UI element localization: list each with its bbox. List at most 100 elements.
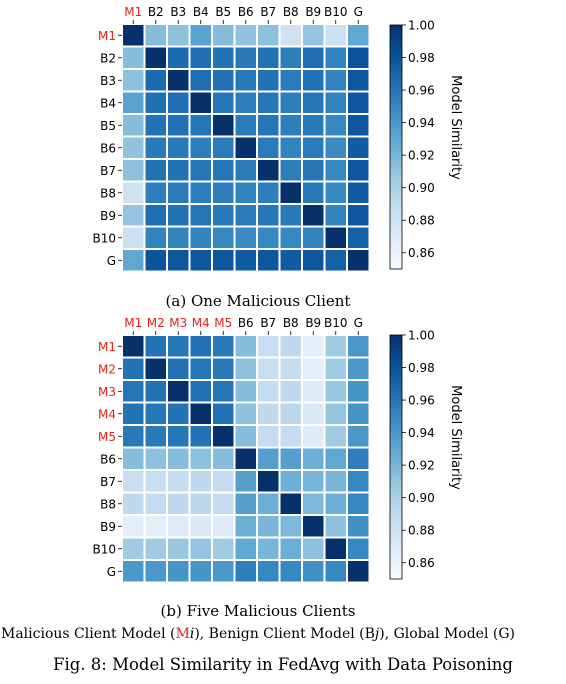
heatmap-cell-a-5-8	[301, 135, 326, 160]
colorbar-tick-label-a-1: 0.88	[408, 214, 435, 228]
heatmap-cell-b-8-2	[166, 514, 191, 539]
heatmap-cell-b-2-7	[278, 379, 303, 404]
heatmap-cell-b-0-4	[211, 334, 236, 359]
heatmap-cell-b-2-8	[301, 379, 326, 404]
heatmap-cell-a-2-1	[143, 68, 168, 93]
caption-panel-a: (a) One Malicious Client	[166, 292, 351, 310]
heatmap-cell-a-2-9	[323, 68, 348, 93]
row-label-a-8: B9	[100, 209, 116, 223]
heatmap-cell-b-2-9	[323, 379, 348, 404]
heatmap-cell-b-7-3	[188, 491, 213, 516]
heatmap-cell-b-4-5	[233, 424, 258, 449]
heatmap-cell-a-5-9	[323, 135, 348, 160]
colorbar-tick-label-b-0: 0.86	[408, 556, 435, 570]
heatmap-cell-b-2-2	[166, 379, 191, 404]
heatmap-cell-a-1-10	[346, 45, 371, 70]
col-label-b-9: B10	[324, 316, 348, 330]
heatmap-cell-a-6-6	[256, 158, 281, 183]
heatmap-cell-b-0-10	[346, 334, 371, 359]
heatmap-cell-a-0-9	[323, 23, 348, 48]
legend-part2: ), Benign Client Model (B	[194, 626, 375, 642]
legend-mal-index: i	[190, 626, 194, 642]
heatmap-cell-a-3-3	[188, 90, 213, 115]
row-label-a-4: B5	[100, 119, 116, 133]
heatmap-cell-a-4-2	[166, 113, 191, 138]
heatmap-cell-b-2-3	[188, 379, 213, 404]
heatmap-cell-a-4-1	[143, 113, 168, 138]
row-label-b-4: M5	[98, 430, 116, 444]
col-label-a-7: B8	[283, 5, 299, 19]
heatmap-cell-a-8-4	[211, 203, 236, 228]
heatmap-cell-a-10-3	[188, 248, 213, 273]
row-label-b-3: M4	[98, 407, 116, 421]
heatmap-cell-b-5-1	[143, 446, 168, 471]
heatmap-cell-a-7-1	[143, 180, 168, 205]
heatmap-cell-a-6-0	[121, 158, 146, 183]
heatmap-cell-b-6-2	[166, 469, 191, 494]
row-label-a-7: B8	[100, 186, 116, 200]
heatmap-cell-b-2-10	[346, 379, 371, 404]
heatmap-cell-b-8-7	[278, 514, 303, 539]
heatmap-cell-a-2-10	[346, 68, 371, 93]
heatmap-cell-b-7-1	[143, 491, 168, 516]
heatmap-cell-a-4-4	[211, 113, 236, 138]
heatmap-cell-b-3-5	[233, 401, 258, 426]
heatmap-cell-a-6-2	[166, 158, 191, 183]
heatmap-cell-a-6-8	[301, 158, 326, 183]
legend-ben-index: j	[372, 626, 380, 642]
heatmap-cell-a-10-0	[121, 248, 146, 273]
heatmap-cell-b-3-6	[256, 401, 281, 426]
heatmap-cell-a-1-5	[233, 45, 258, 70]
col-label-b-1: M2	[147, 316, 165, 330]
heatmap-cell-a-9-3	[188, 225, 213, 250]
heatmap-cell-a-8-9	[323, 203, 348, 228]
heatmap-cell-a-4-8	[301, 113, 326, 138]
col-label-a-5: B6	[238, 5, 254, 19]
heatmap-cell-a-8-1	[143, 203, 168, 228]
colorbar-tick-label-b-3: 0.92	[408, 459, 435, 473]
heatmap-cell-b-5-2	[166, 446, 191, 471]
heatmap-cell-b-3-3	[188, 401, 213, 426]
col-label-b-2: M3	[169, 316, 187, 330]
heatmap-cell-b-7-4	[211, 491, 236, 516]
col-label-a-3: B4	[193, 5, 209, 19]
colorbar-tick-label-b-2: 0.90	[408, 491, 435, 505]
heatmap-cell-b-8-0	[121, 514, 146, 539]
heatmap-cell-a-1-3	[188, 45, 213, 70]
colorbar-tick-label-a-3: 0.92	[408, 149, 435, 163]
row-label-a-6: B7	[100, 164, 116, 178]
heatmap-cell-b-4-9	[323, 424, 348, 449]
heatmap-cell-b-8-4	[211, 514, 236, 539]
colorbar-tick-label-b-6: 0.98	[408, 361, 435, 375]
col-label-a-1: B2	[148, 5, 164, 19]
heatmap-cell-b-3-10	[346, 401, 371, 426]
heatmap-cell-b-3-8	[301, 401, 326, 426]
heatmap-cell-b-7-7	[278, 491, 303, 516]
col-label-b-10: G	[354, 316, 363, 330]
heatmap-cell-a-0-0	[121, 23, 146, 48]
heatmap-cell-b-3-0	[121, 401, 146, 426]
heatmap-cell-a-7-8	[301, 180, 326, 205]
heatmap-cell-b-5-5	[233, 446, 258, 471]
heatmap-cell-b-4-1	[143, 424, 168, 449]
heatmap-cell-a-0-2	[166, 23, 191, 48]
heatmap-cell-b-2-4	[211, 379, 236, 404]
heatmap-cell-b-4-10	[346, 424, 371, 449]
heatmap-cell-a-5-6	[256, 135, 281, 160]
heatmap-cell-b-1-9	[323, 356, 348, 381]
heatmap-cell-a-9-2	[166, 225, 191, 250]
row-label-b-8: B9	[100, 520, 116, 534]
heatmap-cell-b-0-7	[278, 334, 303, 359]
col-label-b-5: B6	[238, 316, 254, 330]
heatmap-cell-a-7-3	[188, 180, 213, 205]
colorbar-tick-label-b-5: 0.96	[408, 394, 435, 408]
heatmap-cell-b-9-0	[121, 536, 146, 561]
heatmap-cell-b-1-2	[166, 356, 191, 381]
heatmap-cell-b-10-3	[188, 559, 213, 584]
heatmap-cell-b-10-0	[121, 559, 146, 584]
heatmap-cell-b-9-10	[346, 536, 371, 561]
heatmap-cell-a-1-6	[256, 45, 281, 70]
heatmap-cell-b-2-1	[143, 379, 168, 404]
heatmap-cell-a-2-7	[278, 68, 303, 93]
